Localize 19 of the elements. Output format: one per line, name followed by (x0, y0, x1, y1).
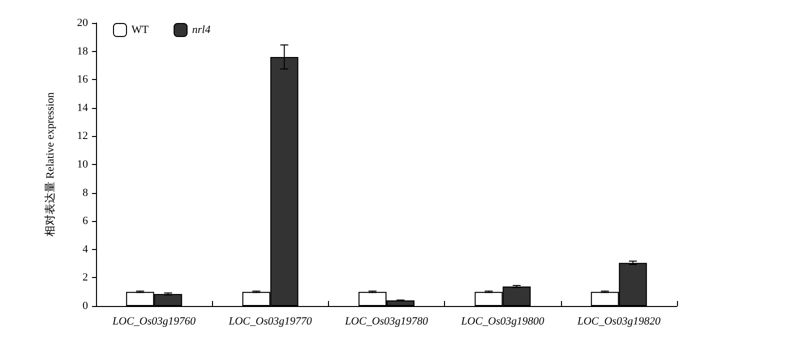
y-tick-label: 0 (82, 300, 88, 312)
x-tick-label: LOC_Os03g19800 (460, 316, 545, 328)
y-tick-label: 8 (82, 186, 88, 199)
y-tick-label: 12 (77, 130, 88, 142)
y-tick-label: 18 (77, 45, 88, 58)
y-tick-label: 4 (82, 243, 88, 256)
x-tick-label: LOC_Os03g19770 (228, 316, 312, 328)
y-tick-label: 20 (77, 17, 88, 29)
x-tick-label: LOC_Os03g19760 (112, 316, 196, 328)
y-tick-label: 10 (77, 158, 88, 170)
y-axis-title: 相对表达量 Relative expression (44, 92, 56, 237)
y-tick-label: 2 (82, 272, 88, 284)
x-tick-label: LOC_Os03g19780 (344, 316, 429, 328)
y-tick-label: 6 (82, 215, 88, 228)
x-tick-label: LOC_Os03g19820 (576, 316, 661, 328)
y-tick-label: 16 (77, 74, 88, 86)
y-tick-label: 14 (77, 102, 88, 114)
legend-label: WT (132, 24, 149, 36)
legend-label: nrl4 (192, 24, 211, 36)
